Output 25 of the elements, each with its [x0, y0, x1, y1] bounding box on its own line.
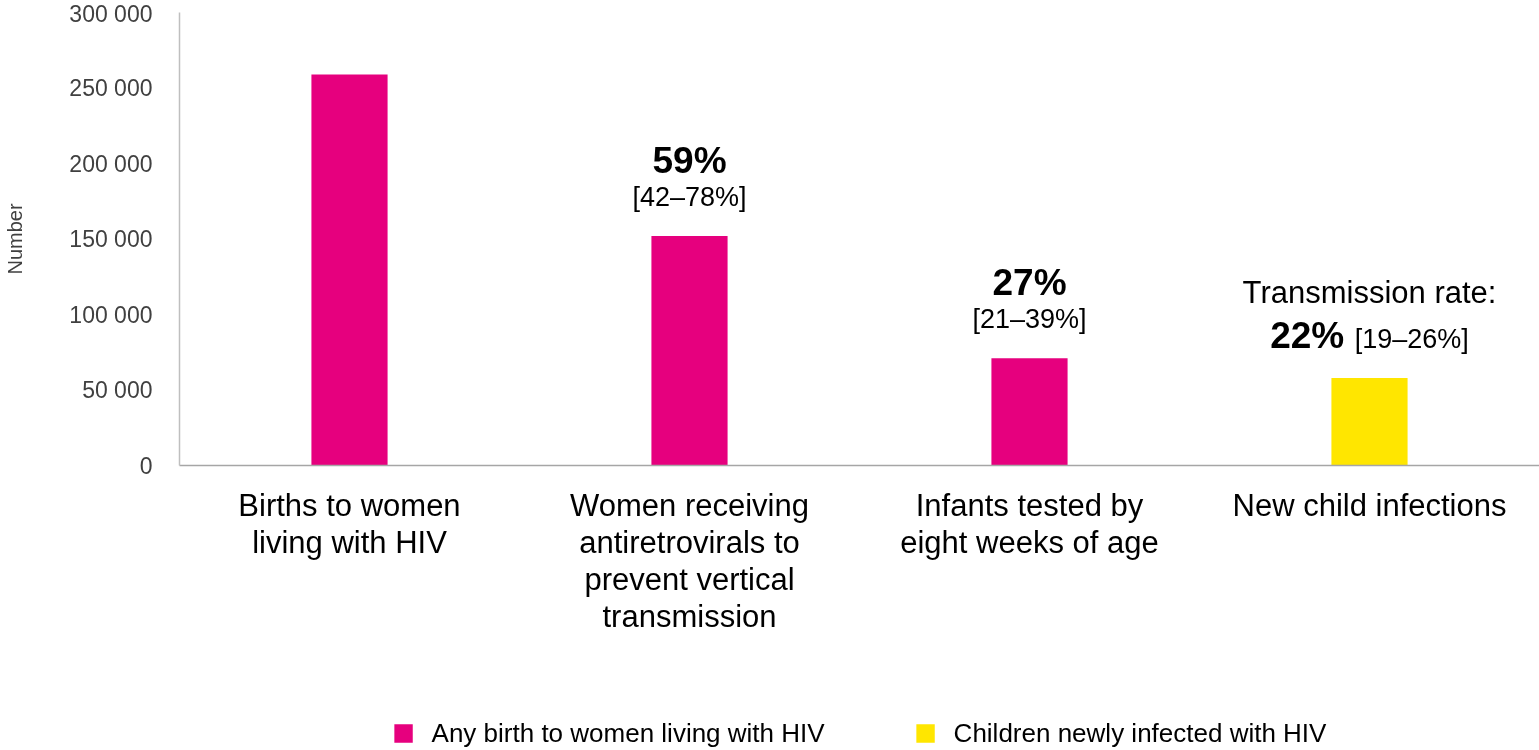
annotation: [21–39%]: [972, 304, 1087, 335]
x-tick-label: Women receiving antiretrovirals to prevent vertical transmission: [570, 487, 809, 634]
legend-label: Any birth to women living with HIV: [431, 717, 825, 749]
x-tick-label: Births to women living with HIV: [238, 487, 461, 560]
y-tick-label: 100 000: [69, 301, 153, 328]
y-tick-label: 50 000: [82, 377, 153, 403]
bar: [311, 74, 388, 466]
y-axis-title: Number: [4, 203, 27, 275]
y-tick-label: 200 000: [69, 150, 153, 177]
x-tick-label: Infants tested by eight weeks of age: [900, 487, 1159, 560]
y-tick-label: 300 000: [69, 0, 153, 27]
y-tick-label: 150 000: [69, 226, 153, 252]
annotation: [19–26%]: [1354, 323, 1469, 354]
bar: [991, 358, 1068, 466]
annotation: 59%: [652, 139, 727, 181]
annotation: 22%: [1270, 314, 1345, 356]
x-tick-label: New child infections: [1232, 487, 1507, 523]
bar: [651, 235, 728, 466]
y-tick-label: 250 000: [69, 75, 153, 101]
annotation: 27%: [992, 262, 1067, 304]
bar: [1331, 377, 1408, 466]
annotation: [42–78%]: [632, 181, 747, 212]
y-tick-label: 0: [139, 452, 153, 479]
annotation: Transmission rate:: [1242, 274, 1497, 310]
legend-label: Children newly infected with HIV: [953, 717, 1327, 749]
